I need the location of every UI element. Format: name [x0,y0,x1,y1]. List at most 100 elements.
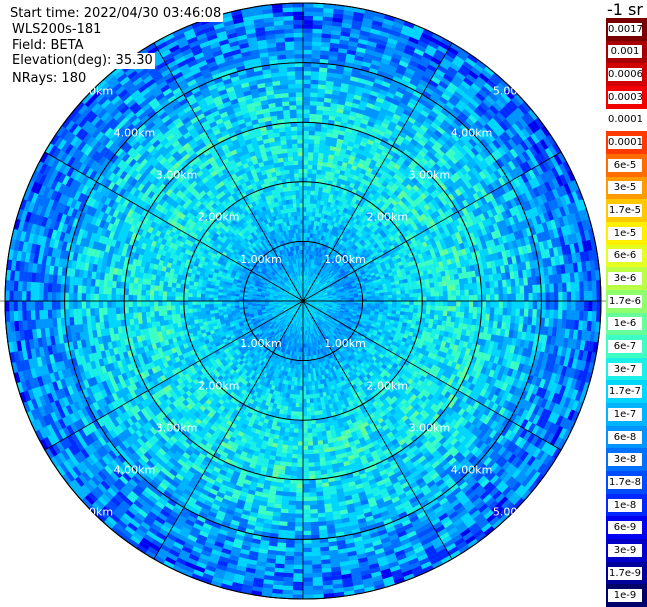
gate [213,306,219,311]
gate [270,290,275,293]
gate [311,263,314,269]
gate [305,304,309,308]
gate [323,315,328,319]
gate [278,315,283,320]
gate [321,268,325,273]
gate [299,288,302,293]
gate [293,286,296,291]
gate [318,283,323,288]
gate [308,271,311,277]
gate [300,305,302,310]
gate [309,306,313,310]
gate [291,304,296,307]
gate [293,267,296,273]
gate [292,259,296,264]
gate [281,312,286,316]
gate [316,331,320,337]
gate [338,314,343,318]
gate [290,324,294,329]
gate [267,314,273,318]
gate [309,311,313,316]
gate [279,290,284,293]
gate [308,307,312,311]
gate [297,280,300,285]
gate [303,309,304,314]
gate [269,316,274,321]
gate [307,301,312,303]
gate [305,304,309,308]
gate [310,406,315,412]
gate [304,293,307,298]
gate [294,300,299,301]
gate [345,297,350,300]
gate [265,279,270,283]
gate [283,278,287,282]
gate [318,308,323,312]
gate [313,269,316,274]
gate [306,284,309,289]
gate [311,303,316,306]
gate [294,290,298,295]
gate [319,313,324,317]
gate [296,207,301,212]
gate [321,263,325,268]
gate [272,284,277,288]
gate [328,305,333,308]
gate [280,264,284,269]
gate [295,280,298,285]
gate [282,305,287,307]
gate [298,301,303,302]
gate [334,277,340,281]
gate [320,319,324,324]
gate [291,273,295,278]
gate [311,299,316,301]
gate [338,283,343,287]
gate [286,297,291,299]
gate [287,305,292,308]
gate [306,338,309,344]
gate [304,322,306,327]
gate [286,317,290,322]
gate [286,311,290,315]
gate [294,316,298,321]
gate [272,327,277,332]
gate [300,317,302,323]
gate [276,331,281,336]
gate [291,282,294,287]
gate [304,305,306,310]
gate [301,313,303,318]
gate [309,305,314,309]
gate [311,333,314,339]
gate [271,311,276,314]
gate [309,272,312,277]
gate [299,394,303,399]
gate [292,306,297,309]
gate [314,274,318,279]
gate [400,301,406,305]
gate [284,326,289,331]
gate [332,324,337,329]
gate [303,313,305,318]
gate [292,277,296,282]
gate [286,322,290,327]
gate [315,299,320,301]
gate [327,282,332,286]
gate [323,327,328,332]
gate [332,281,337,286]
gate [307,285,310,290]
gate [304,326,307,331]
gate [328,301,333,304]
gate [309,259,312,264]
gate [305,304,310,308]
gate [309,325,312,330]
gate [303,288,305,293]
gate [312,268,315,273]
gate [308,321,311,326]
gate [305,368,308,374]
gate [292,272,296,277]
gate [301,305,303,310]
gate [298,321,300,327]
gate [328,297,333,300]
gate [317,321,322,326]
gate [323,305,328,308]
